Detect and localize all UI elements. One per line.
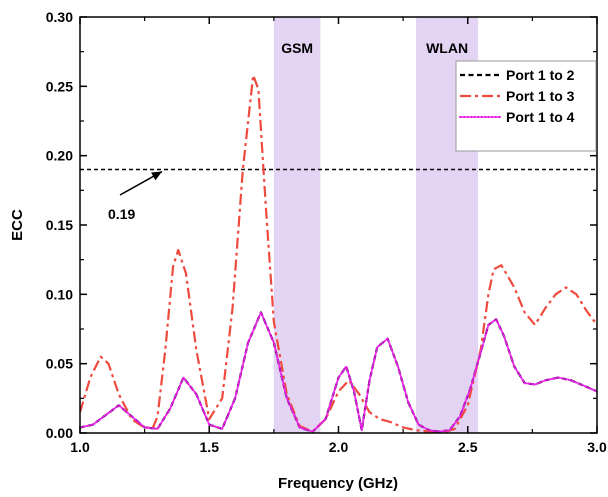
y-tick-label: 0.25 — [46, 78, 73, 94]
series-line-3 — [80, 311, 597, 433]
legend-label-2: Port 1 to 3 — [506, 88, 575, 104]
y-axis-title: ECC — [9, 209, 26, 241]
band-label-wlan: WLAN — [426, 40, 468, 56]
series-line-2 — [80, 74, 597, 433]
frequency-bands: GSM WLAN — [273, 17, 479, 433]
annotation-arrow-head — [151, 171, 162, 181]
y-tick-label: 0.05 — [46, 356, 73, 372]
y-tick-label: 0.15 — [46, 217, 73, 233]
legend-label-1: Port 1 to 2 — [506, 67, 575, 83]
series-group — [80, 74, 597, 433]
y-tick-label: 0.00 — [46, 425, 73, 441]
x-tick-label: 2.0 — [329, 439, 349, 455]
reference-label: 0.19 — [108, 206, 135, 222]
band-label-gsm: GSM — [281, 40, 313, 56]
axes-group: 1.0 1.5 2.0 2.5 3.0 0.00 0.05 0.10 0.15 0.20 0.25 0… — [46, 9, 607, 455]
legend: Port 1 to 2 Port 1 to 3 Port 1 to 4 — [455, 60, 597, 152]
x-tick-label: 3.0 — [587, 439, 607, 455]
legend-label-3: Port 1 to 4 — [506, 109, 575, 125]
y-tick-label: 0.20 — [46, 148, 73, 164]
y-tick-label: 0.10 — [46, 286, 73, 302]
x-tick-label: 2.5 — [458, 439, 478, 455]
reference-line-group: 0.19 — [80, 168, 597, 222]
x-tick-label: 1.0 — [70, 439, 90, 455]
y-tick-label: 0.30 — [46, 9, 73, 25]
x-tick-label: 1.5 — [200, 439, 220, 455]
x-axis-title: Frequency (GHz) — [278, 475, 398, 492]
